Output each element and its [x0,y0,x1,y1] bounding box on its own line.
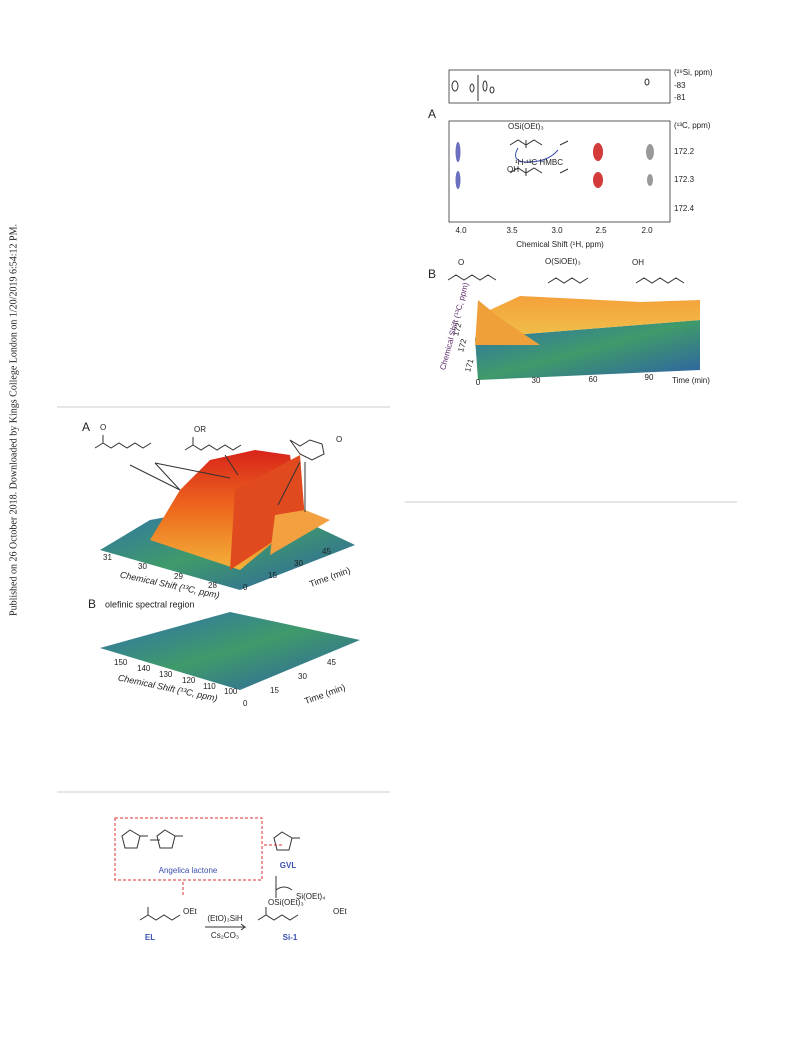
t-tick: 45 [322,547,331,556]
surface [475,296,700,338]
y-tick: 171 [463,357,475,373]
t-tick: 30 [298,672,307,681]
si1: Si-1 [283,933,298,942]
x-tick: 130 [159,670,173,679]
byproduct: Si(OEt)₄ [296,892,326,901]
structure [509,139,569,176]
arrow [515,147,559,163]
structures [121,829,300,851]
label: O [458,258,464,267]
label: ¹H-¹³C HMBC [515,158,563,167]
t-tick: 0 [243,699,248,708]
si-tick: -81 [674,93,686,102]
reagent: (EtO)₃SiH [207,914,242,923]
x-tick: 90 [645,373,654,382]
si1-group: OSi(OEt)₃ [268,898,304,907]
si-axis-label: (²⁹Si, ppm) [674,68,713,77]
panel-letter: A [428,107,436,121]
x-tick: 60 [589,375,598,384]
surface [475,320,700,380]
x-tick: 28 [208,581,217,590]
t-tick: 0 [243,583,248,592]
y-tick: 172.2 [674,147,695,156]
x-tick: 110 [203,682,216,691]
t-tick: 30 [294,559,303,568]
label: O [336,435,342,444]
x-tick: 31 [103,553,112,562]
y-tick: 172 [451,321,463,337]
x-tick: 30 [138,562,147,571]
y-tick: 172 [456,337,468,353]
panel-title: olefinic spectral region [105,599,195,609]
si-tick: -83 [674,81,686,90]
label: O(SiOEt)₃ [545,257,581,266]
label: OSi(OEt)₃ [508,122,544,131]
arrow [275,876,293,898]
t-tick: 15 [270,686,279,695]
si-contours [451,75,650,101]
hmbc-box [448,120,671,223]
x-tick: 140 [137,664,151,673]
label: OR [194,425,206,434]
x-tick: 2.0 [641,226,653,235]
gvl: GVL [280,861,297,870]
si-box [448,69,671,104]
pointer-lines [129,454,306,512]
base: Cs₂CO₃ [211,931,239,940]
si1-ester: OEt [333,907,348,916]
surface [230,455,305,570]
panel-letter: B [88,597,96,611]
y-tick: 172.3 [674,175,695,184]
label: OH [632,258,644,267]
x-tick: 120 [182,676,196,685]
x-tick: 3.5 [506,226,518,235]
label: O [100,423,106,432]
x-label: Time (min) [672,376,710,385]
x-tick: 2.5 [595,226,607,235]
x-tick: 3.0 [551,226,563,235]
surface [270,510,330,555]
y-label: Chemical Shift (¹³C, ppm) [438,281,470,371]
t-tick: 15 [268,571,277,580]
structures [447,274,685,284]
x-tick: 29 [174,572,183,581]
x-tick: 30 [532,376,541,385]
label: OH [507,165,519,174]
el: EL [145,933,155,942]
x-tick: 4.0 [455,226,467,235]
structures [139,907,299,921]
panel-letter: A [82,420,90,434]
arrow [205,923,247,931]
x-tick: 150 [114,658,128,667]
t-tick: 45 [327,658,336,667]
hmbc-peaks [455,142,654,189]
surface [475,300,540,345]
box-label: Angelica lactone [159,866,218,875]
x-tick: 100 [224,687,238,696]
x-label: Chemical Shift (¹H, ppm) [516,240,604,249]
hmbc-axis-label: (¹³C, ppm) [674,121,711,130]
t-label: Time (min) [308,565,352,589]
x-tick: 0 [476,378,481,387]
dashed-box [114,817,263,881]
el-ester: OEt [183,907,198,916]
sidebar: Published on 26 October 2018. Downloaded… [8,224,19,616]
panel-letter: B [428,267,436,281]
t-label: Time (min) [303,682,347,706]
structures [94,435,325,461]
surface [100,612,360,690]
y-tick: 172.4 [674,204,695,213]
